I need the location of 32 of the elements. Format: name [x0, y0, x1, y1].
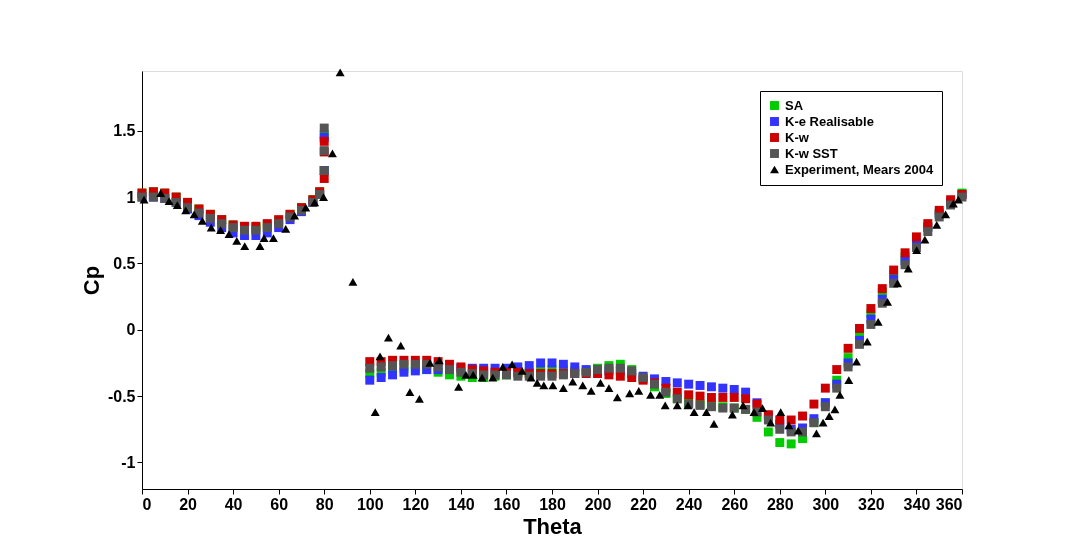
x-tick-label: 340 [903, 495, 931, 513]
legend-label: K-e Realisable [785, 113, 874, 129]
x-tick-label: 80 [315, 495, 334, 513]
legend-label: K-w SST [785, 145, 838, 161]
x-tick-label: 280 [766, 495, 794, 513]
legend-label: K-w [785, 129, 810, 145]
x-axis-title: Theta [523, 513, 583, 539]
x-tick-label: 180 [539, 495, 566, 513]
y-tick-label: 1 [126, 188, 136, 206]
y-tick-label: 1.5 [113, 122, 136, 140]
y-tick-label: -1 [121, 453, 136, 471]
x-tick-label: 140 [448, 495, 475, 513]
x-tick-label: 40 [224, 495, 243, 513]
x-tick-label: 360 [935, 495, 963, 513]
x-tick-label: 200 [584, 495, 612, 513]
x-tick-label: 240 [675, 495, 703, 513]
x-tick-label: 20 [179, 495, 198, 513]
legend-label: Experiment, Mears 2004 [785, 161, 934, 177]
y-tick-label: 0.5 [113, 254, 136, 272]
x-tick-label: 260 [721, 495, 749, 513]
x-tick-label: 300 [812, 495, 840, 513]
y-axis-title: Cp [78, 265, 104, 296]
x-tick-label: 0 [142, 495, 152, 513]
y-tick-label: 0 [126, 321, 136, 339]
x-tick-label: 160 [493, 495, 521, 513]
x-tick-label: 320 [858, 495, 885, 513]
x-tick-label: 60 [270, 495, 289, 513]
y-tick-label: -0.5 [107, 387, 136, 405]
x-tick-label: 120 [402, 495, 430, 513]
x-tick-label: 100 [356, 495, 384, 513]
x-tick-label: 220 [630, 495, 658, 513]
legend-label: SA [785, 97, 804, 113]
